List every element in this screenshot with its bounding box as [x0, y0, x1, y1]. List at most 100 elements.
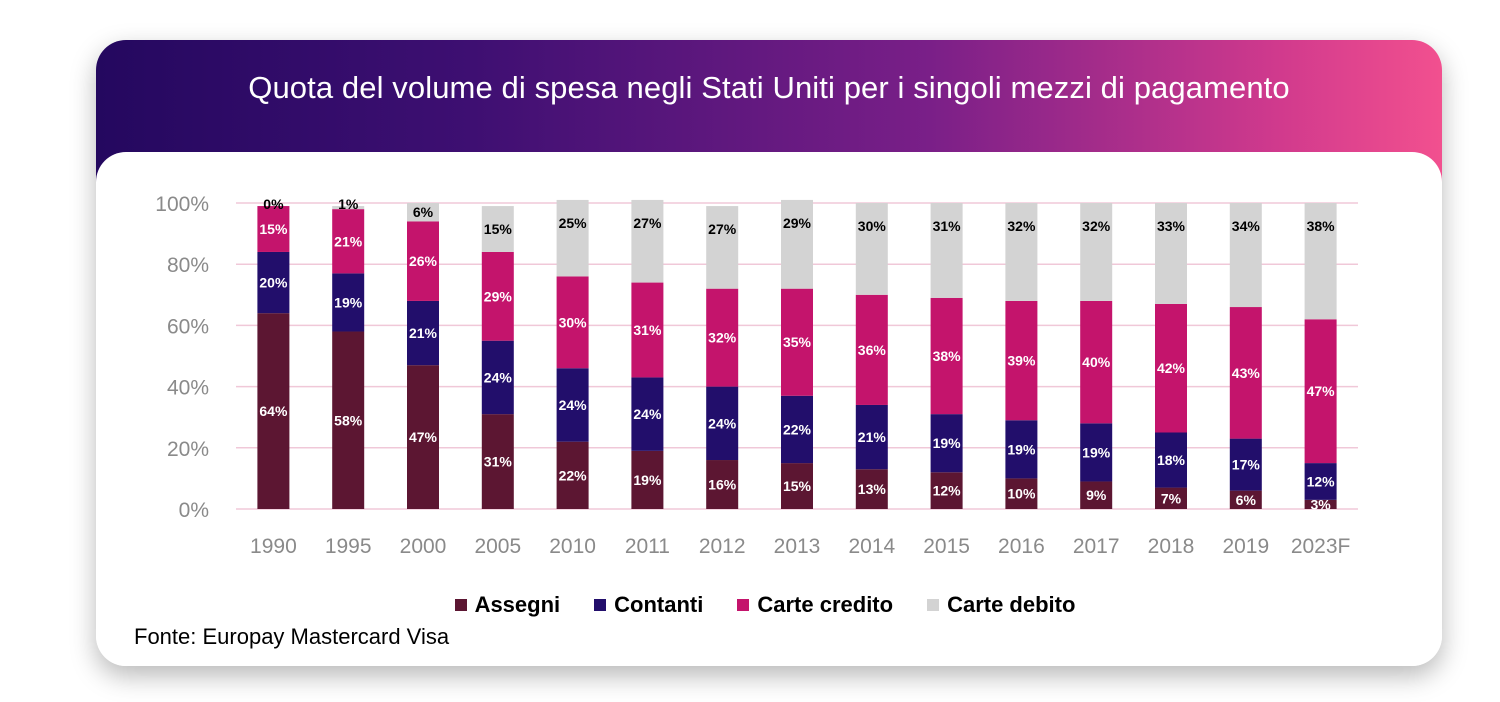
data-label: 0% [263, 196, 284, 212]
bar-segment-contanti [631, 377, 664, 451]
legend-label-contanti: Contanti [614, 592, 704, 617]
data-label: 22% [559, 467, 588, 483]
data-label: 30% [858, 218, 887, 234]
x-tick-label: 2015 [923, 535, 970, 558]
data-label: 21% [858, 429, 887, 445]
data-label: 19% [633, 472, 662, 488]
bar-segment-assegni [1005, 478, 1038, 509]
x-tick-label: 2013 [774, 535, 821, 558]
data-label: 15% [259, 221, 288, 237]
data-label: 34% [1232, 218, 1261, 234]
legend-swatch-carte-debito [927, 599, 940, 611]
data-label: 18% [1157, 452, 1186, 468]
data-label: 40% [1082, 354, 1111, 370]
bar-segment-carte-debito [781, 199, 813, 289]
legend-item-contanti: Contanti [594, 592, 703, 618]
x-tick-label: 2016 [998, 535, 1045, 558]
bar-segment-assegni [407, 365, 439, 509]
bar-segment-assegni [781, 463, 813, 509]
data-label: 12% [933, 483, 962, 499]
bar-segment-assegni [1155, 487, 1187, 509]
bar-segment-contanti [257, 251, 290, 314]
y-axis: 0% 20% 40% 60% 80% 100% [155, 193, 209, 522]
data-label: 25% [559, 215, 588, 231]
data-label: 24% [559, 397, 588, 413]
data-label: 33% [1157, 218, 1186, 234]
data-label: 10% [1007, 486, 1036, 502]
data-label: 19% [334, 294, 363, 310]
data-label: 24% [633, 406, 662, 422]
legend-label-assegni: Assegni [474, 592, 561, 617]
legend-swatch-carte-credito [737, 599, 750, 611]
bar-segment-carte-credito [1080, 300, 1113, 424]
bar-segment-assegni [631, 450, 664, 509]
bars: 64% 20% 15% 0% 58% 19% 21% 1% 47% 21% 26% 6% 31% 24% 2… [257, 196, 1337, 512]
y-tick-label: 0% [179, 499, 209, 522]
bar-segment-contanti [930, 414, 963, 473]
bar-segment-carte-debito [1155, 203, 1187, 304]
x-tick-label: 2023F [1291, 535, 1351, 558]
bar-segment-carte-debito [481, 206, 514, 252]
data-label: 22% [783, 421, 812, 437]
bar-segment-assegni [706, 460, 739, 509]
data-label: 1% [338, 196, 359, 212]
bar-segment-assegni [556, 441, 589, 509]
bar-segment-assegni [855, 469, 888, 509]
data-label: 38% [1307, 218, 1336, 234]
y-tick-label: 40% [167, 377, 209, 400]
legend-item-assegni: Assegni [454, 592, 561, 618]
data-label: 9% [1086, 487, 1107, 503]
data-label: 6% [413, 204, 434, 220]
x-tick-label: 2019 [1222, 535, 1269, 558]
x-tick-label: 2010 [549, 535, 596, 558]
data-label: 29% [783, 215, 812, 231]
legend-label-carte-debito: Carte debito [947, 592, 1076, 617]
bar-segment-carte-credito [631, 282, 664, 378]
legend-item-carte-debito: Carte debito [927, 592, 1075, 618]
data-label: 3% [1310, 496, 1331, 512]
x-tick-label: 2011 [625, 535, 670, 558]
data-label: 47% [409, 429, 438, 445]
x-tick-label: 2005 [474, 535, 521, 558]
bar-segment-carte-credito [1155, 303, 1187, 433]
data-label: 39% [1007, 353, 1036, 369]
bar-segment-assegni [1080, 481, 1113, 509]
legend-swatch-contanti [594, 599, 607, 611]
data-label: 24% [708, 415, 737, 431]
bar-segment-assegni [930, 472, 963, 509]
chart-panel [96, 152, 1442, 666]
data-label: 42% [1157, 360, 1186, 376]
chart-title: Quota del volume di spesa negli Stati Un… [248, 70, 1290, 105]
bar-segment-assegni [332, 331, 365, 509]
data-label: 6% [1236, 492, 1257, 508]
bar-segment-carte-credito [556, 276, 589, 369]
data-label: 43% [1232, 365, 1261, 381]
y-tick-label: 60% [167, 315, 209, 338]
data-label: 29% [484, 288, 513, 304]
bar-segment-carte-credito [332, 209, 365, 274]
bar-segment-carte-debito [631, 199, 664, 283]
bar-segment-carte-credito [930, 297, 963, 415]
data-label: 31% [633, 322, 662, 338]
data-label: 36% [858, 342, 887, 358]
bar-segment-carte-debito [930, 203, 963, 298]
data-label: 64% [259, 403, 288, 419]
y-tick-label: 80% [167, 254, 209, 277]
bar-segment-carte-debito [1005, 203, 1038, 301]
data-label: 19% [1007, 441, 1036, 457]
bar-segment-carte-debito [1229, 203, 1262, 308]
bar-segment-contanti [706, 386, 739, 461]
bar-segment-carte-debito [855, 203, 888, 295]
source-note: Fonte: Europay Mastercard Visa [134, 624, 450, 649]
bar-segment-contanti [1080, 423, 1113, 482]
data-label: 17% [1232, 457, 1261, 473]
bar-segment-contanti [1005, 420, 1038, 479]
bar-segment-contanti [556, 368, 589, 442]
bar-segment-assegni [481, 414, 514, 509]
data-label: 31% [484, 454, 513, 470]
data-label: 35% [783, 334, 812, 350]
x-tick-label: 1990 [250, 535, 297, 558]
bar-segment-contanti [1155, 432, 1187, 488]
legend-swatch-assegni [454, 599, 467, 611]
